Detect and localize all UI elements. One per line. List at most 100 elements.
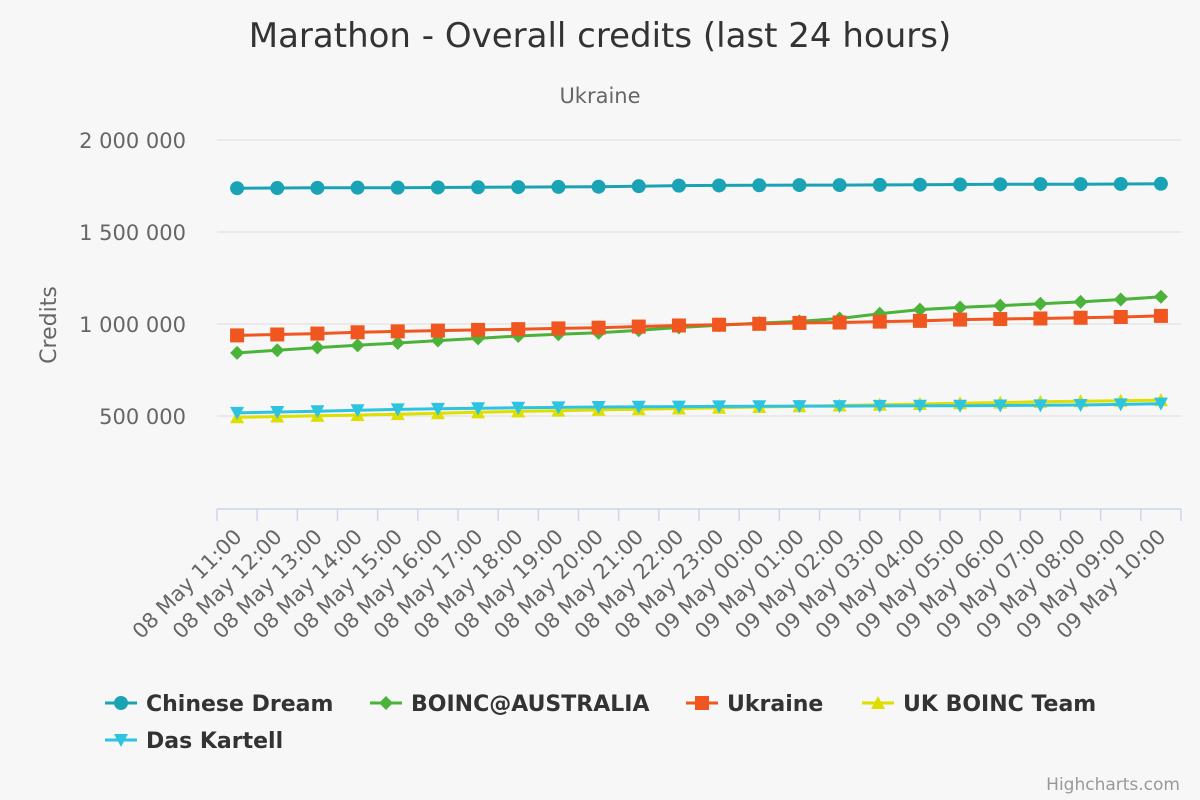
data-point[interactable]	[712, 317, 727, 332]
data-point[interactable]	[1073, 294, 1088, 309]
data-point[interactable]	[511, 322, 526, 337]
data-point[interactable]	[310, 405, 325, 419]
data-point[interactable]	[671, 400, 686, 414]
data-point[interactable]	[1033, 177, 1048, 192]
data-point[interactable]	[712, 178, 727, 193]
data-point[interactable]	[953, 300, 968, 315]
data-point[interactable]	[1113, 292, 1128, 307]
data-point[interactable]	[993, 298, 1008, 313]
data-point[interactable]	[1033, 399, 1048, 413]
data-point[interactable]	[350, 325, 365, 340]
data-point[interactable]	[551, 179, 566, 194]
legend-symbol[interactable]	[871, 696, 885, 709]
legend-symbol[interactable]	[379, 696, 393, 710]
data-point[interactable]	[390, 335, 405, 350]
data-point[interactable]	[912, 313, 927, 328]
data-point[interactable]	[792, 400, 807, 414]
data-point[interactable]	[1113, 310, 1128, 325]
data-point[interactable]	[1073, 310, 1088, 325]
data-point[interactable]	[1033, 311, 1048, 326]
data-point[interactable]	[631, 319, 646, 334]
data-point[interactable]	[591, 320, 606, 335]
data-point[interactable]	[591, 179, 606, 194]
credits-link[interactable]: Highcharts.com	[1046, 775, 1180, 795]
data-point[interactable]	[1153, 176, 1168, 191]
data-point[interactable]	[872, 399, 887, 413]
legend-item[interactable]: UK BOINC Team	[862, 692, 1096, 717]
data-point[interactable]	[511, 180, 526, 195]
data-point[interactable]	[1113, 176, 1128, 191]
data-point[interactable]	[430, 402, 445, 416]
data-point[interactable]	[1153, 397, 1168, 411]
data-point[interactable]	[671, 318, 686, 333]
data-point[interactable]	[1153, 308, 1168, 323]
data-point[interactable]	[752, 316, 767, 331]
legend-symbol[interactable]	[695, 696, 709, 710]
data-point[interactable]	[1073, 398, 1088, 412]
data-point[interactable]	[993, 399, 1008, 413]
data-point[interactable]	[390, 403, 405, 417]
data-point[interactable]	[752, 178, 767, 193]
data-point[interactable]	[350, 338, 365, 353]
data-point[interactable]	[551, 401, 566, 415]
data-point[interactable]	[270, 405, 285, 419]
data-point[interactable]	[230, 345, 245, 360]
data-point[interactable]	[1153, 289, 1168, 304]
data-point[interactable]	[270, 181, 285, 196]
data-point[interactable]	[631, 400, 646, 414]
data-point[interactable]	[270, 343, 285, 358]
data-point[interactable]	[230, 328, 245, 343]
data-point[interactable]	[471, 322, 486, 337]
data-point[interactable]	[511, 401, 526, 415]
data-point[interactable]	[1073, 177, 1088, 192]
data-point[interactable]	[671, 178, 686, 193]
data-point[interactable]	[832, 315, 847, 330]
series-line[interactable]	[237, 398, 1161, 419]
data-point[interactable]	[230, 406, 245, 420]
data-point[interactable]	[832, 400, 847, 414]
legend-item[interactable]: Das Kartell	[105, 729, 283, 754]
data-point[interactable]	[1113, 398, 1128, 412]
data-point[interactable]	[872, 314, 887, 329]
data-point[interactable]	[350, 404, 365, 418]
data-point[interactable]	[993, 177, 1008, 192]
legend[interactable]: Chinese Dream BOINC@AUSTRALIA Ukraine UK BO…	[105, 692, 1096, 754]
data-point[interactable]	[430, 323, 445, 338]
data-point[interactable]	[792, 315, 807, 330]
data-point[interactable]	[912, 302, 927, 317]
data-point[interactable]	[471, 402, 486, 416]
data-point[interactable]	[993, 312, 1008, 327]
data-point[interactable]	[953, 312, 968, 327]
data-point[interactable]	[712, 400, 727, 414]
data-point[interactable]	[631, 179, 646, 194]
legend-item[interactable]: Ukraine	[686, 692, 823, 717]
data-point[interactable]	[430, 180, 445, 195]
data-point[interactable]	[792, 178, 807, 193]
data-point[interactable]	[752, 400, 767, 414]
data-point[interactable]	[832, 178, 847, 193]
series-line[interactable]	[237, 402, 1161, 415]
data-point[interactable]	[350, 180, 365, 195]
data-point[interactable]	[390, 324, 405, 339]
data-point[interactable]	[230, 181, 245, 196]
data-point[interactable]	[310, 326, 325, 341]
data-point[interactable]	[551, 321, 566, 336]
data-point[interactable]	[310, 180, 325, 195]
legend-item[interactable]: BOINC@AUSTRALIA	[370, 692, 649, 717]
y-axis-label: Credits	[37, 286, 62, 364]
chart-subtitle: Ukraine	[559, 84, 640, 108]
data-point[interactable]	[953, 177, 968, 192]
data-point[interactable]	[390, 180, 405, 195]
data-point[interactable]	[1033, 296, 1048, 311]
data-point[interactable]	[953, 399, 968, 413]
data-point[interactable]	[270, 327, 285, 342]
legend-item[interactable]: Chinese Dream	[105, 692, 333, 717]
data-point[interactable]	[310, 340, 325, 355]
legend-symbol[interactable]	[114, 696, 128, 710]
data-point[interactable]	[591, 400, 606, 414]
data-point[interactable]	[471, 180, 486, 195]
legend-symbol[interactable]	[114, 734, 128, 747]
data-point[interactable]	[872, 177, 887, 192]
data-point[interactable]	[912, 177, 927, 192]
data-point[interactable]	[912, 399, 927, 413]
